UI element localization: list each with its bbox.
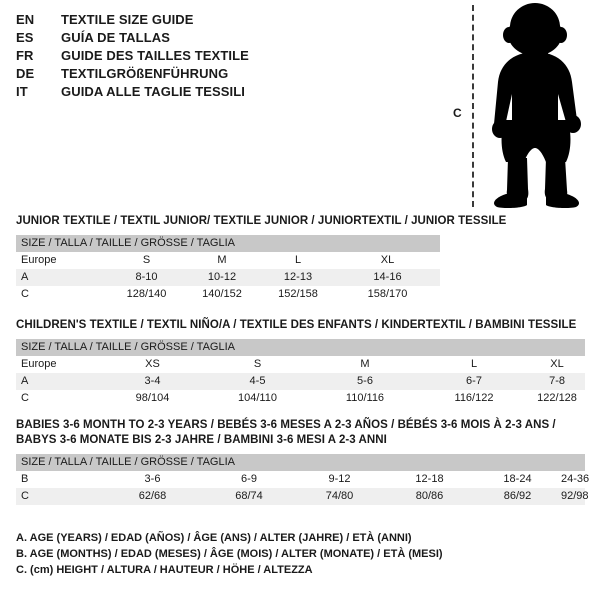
table-row: Europe S M L XL [16, 252, 440, 269]
height-measure-label: C [453, 106, 462, 120]
language-title: TEXTILGRÖßENFÜHRUNG [61, 66, 229, 81]
row-label: Europe [16, 252, 110, 269]
table-cell: L [419, 356, 529, 373]
table-cell: 122/128 [529, 390, 586, 407]
table-cell: 10-12 [183, 269, 261, 286]
table-cell: 86/92 [474, 488, 561, 505]
table-cell: 116/122 [419, 390, 529, 407]
size-band-label: SIZE / TALLA / TAILLE / GRÖSSE / TAGLIA [16, 235, 440, 252]
table-band-row: SIZE / TALLA / TAILLE / GRÖSSE / TAGLIA [16, 339, 586, 356]
table-band-row: SIZE / TALLA / TAILLE / GRÖSSE / TAGLIA [16, 454, 586, 471]
table-cell: 98/104 [101, 390, 204, 407]
table-band-row: SIZE / TALLA / TAILLE / GRÖSSE / TAGLIA [16, 235, 440, 252]
table-cell: XS [101, 356, 204, 373]
language-row: ES GUÍA DE TALLAS [16, 30, 436, 48]
section-childrens-textile: CHILDREN'S TEXTILE / TEXTIL NIÑO/A / TEX… [16, 318, 586, 407]
table-cell: XL [335, 252, 440, 269]
table-cell: 6-9 [204, 471, 294, 488]
size-band-label: SIZE / TALLA / TAILLE / GRÖSSE / TAGLIA [16, 454, 586, 471]
language-title: GUÍA DE TALLAS [61, 30, 171, 45]
language-code: DE [16, 66, 35, 81]
table-cell: 3-6 [101, 471, 204, 488]
measurement-legend: A. AGE (YEARS) / EDAD (AÑOS) / ÂGE (ANS)… [16, 530, 536, 578]
table-row: A 3-4 4-5 5-6 6-7 7-8 [16, 373, 586, 390]
table-cell: 14-16 [335, 269, 440, 286]
table-cell: XL [529, 356, 586, 373]
dashed-measure-line-icon [472, 5, 474, 207]
legend-line-b: B. AGE (MONTHS) / EDAD (MESES) / ÂGE (MO… [16, 548, 443, 560]
table-row: C 128/140 140/152 152/158 158/170 [16, 286, 440, 303]
table-cell: S [110, 252, 183, 269]
section-babies-textile: BABIES 3-6 MONTH TO 2-3 YEARS / BEBÉS 3-… [16, 418, 589, 505]
table-cell: 158/170 [335, 286, 440, 303]
table-cell: M [311, 356, 419, 373]
language-header-block: EN TEXTILE SIZE GUIDE ES GUÍA DE TALLAS … [16, 12, 436, 102]
legend-line-c: C. (cm) HEIGHT / ALTURA / HAUTEUR / HÖHE… [16, 564, 313, 576]
row-label: A [16, 269, 110, 286]
section-title: JUNIOR TEXTILE / TEXTIL JUNIOR/ TEXTILE … [16, 215, 507, 227]
row-label: C [16, 390, 101, 407]
row-label: B [16, 471, 101, 488]
table-cell: 128/140 [110, 286, 183, 303]
table-row: C 62/68 68/74 74/80 80/86 86/92 92/98 [16, 488, 589, 505]
table-cell: 74/80 [294, 488, 385, 505]
language-title: GUIDE DES TAILLES TEXTILE [61, 48, 249, 63]
language-code: ES [16, 30, 34, 45]
section-title: BABIES 3-6 MONTH TO 2-3 YEARS / BEBÉS 3-… [16, 419, 556, 431]
table-cell: S [204, 356, 311, 373]
table-cell: 152/158 [261, 286, 335, 303]
table-cell: 12-18 [385, 471, 474, 488]
table-cell: 110/116 [311, 390, 419, 407]
table-row: B 3-6 6-9 9-12 12-18 18-24 24-36 [16, 471, 589, 488]
table-cell: 18-24 [474, 471, 561, 488]
language-title: GUIDA ALLE TAGLIE TESSILI [61, 84, 246, 99]
child-figure-block: C [440, 0, 600, 212]
section-junior-textile: JUNIOR TEXTILE / TEXTIL JUNIOR/ TEXTILE … [16, 214, 506, 303]
child-silhouette-icon [492, 3, 581, 209]
row-label: C [16, 286, 110, 303]
row-label: C [16, 488, 101, 505]
language-code: IT [16, 84, 28, 99]
table-cell: 68/74 [204, 488, 294, 505]
table-cell: 5-6 [311, 373, 419, 390]
section-title-line2: BABYS 3-6 MONATE BIS 2-3 JAHRE / BAMBINI… [16, 434, 387, 446]
table-cell: 3-4 [101, 373, 204, 390]
section-title: CHILDREN'S TEXTILE / TEXTIL NIÑO/A / TEX… [16, 319, 577, 331]
table-cell: 12-13 [261, 269, 335, 286]
table-cell: 80/86 [385, 488, 474, 505]
table-cell: 62/68 [101, 488, 204, 505]
table-row: A 8-10 10-12 12-13 14-16 [16, 269, 440, 286]
table-cell: 140/152 [183, 286, 261, 303]
table-cell: M [183, 252, 261, 269]
table-cell: 6-7 [419, 373, 529, 390]
table-cell: 24-36 [561, 471, 589, 488]
table-cell: 8-10 [110, 269, 183, 286]
table-cell: 7-8 [529, 373, 586, 390]
table-cell: 92/98 [561, 488, 589, 505]
language-row: IT GUIDA ALLE TAGLIE TESSILI [16, 84, 436, 102]
table-cell: 4-5 [204, 373, 311, 390]
language-row: FR GUIDE DES TAILLES TEXTILE [16, 48, 436, 66]
table-row: Europe XS S M L XL [16, 356, 586, 373]
junior-size-table: SIZE / TALLA / TAILLE / GRÖSSE / TAGLIA … [16, 235, 440, 303]
language-row: EN TEXTILE SIZE GUIDE [16, 12, 436, 30]
language-code: EN [16, 12, 35, 27]
table-cell: L [261, 252, 335, 269]
table-cell: 9-12 [294, 471, 385, 488]
language-row: DE TEXTILGRÖßENFÜHRUNG [16, 66, 436, 84]
language-code: FR [16, 48, 34, 63]
table-cell: 104/110 [204, 390, 311, 407]
children-size-table: SIZE / TALLA / TAILLE / GRÖSSE / TAGLIA … [16, 339, 586, 407]
language-title: TEXTILE SIZE GUIDE [61, 12, 194, 27]
row-label: A [16, 373, 101, 390]
legend-line-a: A. AGE (YEARS) / EDAD (AÑOS) / ÂGE (ANS)… [16, 532, 412, 544]
row-label: Europe [16, 356, 101, 373]
table-row: C 98/104 104/110 110/116 116/122 122/128 [16, 390, 586, 407]
size-band-label: SIZE / TALLA / TAILLE / GRÖSSE / TAGLIA [16, 339, 586, 356]
babies-size-table: SIZE / TALLA / TAILLE / GRÖSSE / TAGLIA … [16, 454, 589, 505]
